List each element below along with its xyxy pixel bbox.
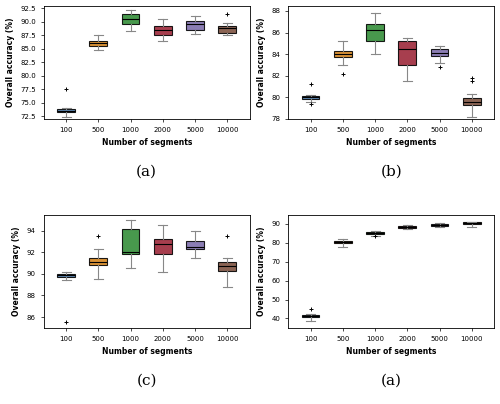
PathPatch shape: [334, 51, 351, 57]
PathPatch shape: [430, 224, 448, 226]
PathPatch shape: [218, 25, 236, 33]
PathPatch shape: [218, 262, 236, 271]
PathPatch shape: [154, 26, 172, 35]
PathPatch shape: [57, 109, 75, 112]
PathPatch shape: [463, 99, 480, 105]
PathPatch shape: [302, 316, 320, 317]
PathPatch shape: [154, 239, 172, 255]
Y-axis label: Overall accuracy (%): Overall accuracy (%): [257, 17, 266, 107]
PathPatch shape: [430, 49, 448, 56]
Text: (b): (b): [380, 164, 402, 178]
PathPatch shape: [186, 242, 204, 249]
PathPatch shape: [398, 226, 416, 228]
PathPatch shape: [334, 241, 351, 243]
PathPatch shape: [186, 21, 204, 30]
PathPatch shape: [302, 96, 320, 99]
PathPatch shape: [122, 14, 140, 25]
PathPatch shape: [57, 274, 75, 277]
X-axis label: Number of segments: Number of segments: [346, 347, 436, 356]
X-axis label: Number of segments: Number of segments: [346, 138, 436, 147]
PathPatch shape: [122, 229, 140, 255]
X-axis label: Number of segments: Number of segments: [102, 347, 192, 356]
Y-axis label: Overall accuracy (%): Overall accuracy (%): [257, 227, 266, 316]
Text: (c): (c): [136, 373, 157, 387]
PathPatch shape: [90, 258, 107, 265]
PathPatch shape: [366, 24, 384, 41]
X-axis label: Number of segments: Number of segments: [102, 138, 192, 147]
Text: (a): (a): [136, 164, 157, 178]
PathPatch shape: [90, 41, 107, 46]
PathPatch shape: [366, 232, 384, 234]
Text: (a): (a): [380, 373, 402, 387]
Y-axis label: Overall accuracy (%): Overall accuracy (%): [12, 227, 22, 316]
Y-axis label: Overall accuracy (%): Overall accuracy (%): [6, 17, 15, 107]
PathPatch shape: [398, 41, 416, 65]
